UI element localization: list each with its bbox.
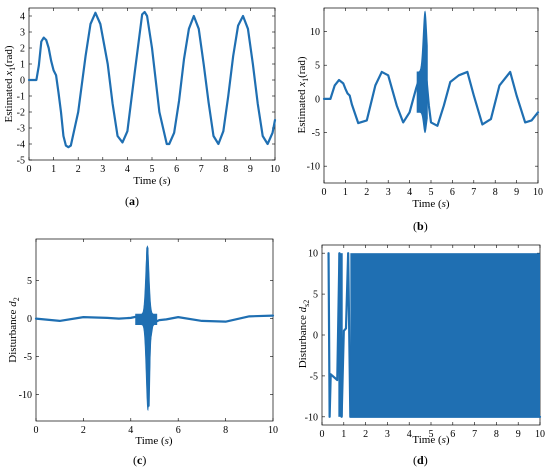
x-tick-label-a: 4 (125, 164, 130, 175)
xlabel-b: Time (s) (412, 198, 450, 210)
caption-b: (b) (413, 219, 428, 233)
switching-band-early-d (338, 253, 343, 417)
y-tick-label-b: 5 (315, 61, 320, 72)
x-tick-label-b: 6 (450, 187, 455, 198)
x-tick-label-d: 8 (494, 429, 499, 440)
x-tick-label-c: 2 (81, 425, 86, 436)
series-line-c (34, 247, 275, 407)
x-tick-label-b: 10 (533, 187, 543, 198)
panel-a: Estimated x1(rad) Time (s) (a) 0 1 2 3 4 5 6 7 8… (3, 7, 280, 208)
ylabel-d: Disturbance ds2 (297, 300, 311, 369)
x-tick-label-b: 4 (407, 187, 412, 198)
y-tick-label-a: 0 (20, 76, 25, 87)
series-line-d (327, 252, 542, 418)
y-tick-label-c: -10 (19, 390, 32, 401)
y-tick-label-a: -1 (17, 92, 25, 103)
series-line-a (27, 10, 277, 149)
x-tick-label-d: 5 (429, 429, 434, 440)
y-tick-label-c: 5 (27, 276, 32, 287)
x-tick-label-c: 6 (176, 425, 181, 436)
x-tick-label-a: 1 (51, 164, 56, 175)
x-tick-label-d: 4 (407, 429, 412, 440)
ylabel-a: Estimated x1(rad) (3, 45, 17, 122)
x-tick-label-b: 0 (322, 187, 327, 198)
x-tick-label-d: 7 (472, 429, 477, 440)
series-line-b (322, 64, 540, 127)
x-tick-label-d: 0 (320, 429, 325, 440)
y-tick-label-a: 2 (20, 44, 25, 55)
y-tick-label-a: 1 (20, 60, 25, 71)
x-tick-label-a: 7 (199, 164, 204, 175)
x-tick-label-a: 6 (174, 164, 179, 175)
y-tick-label-a: 4 (20, 12, 25, 23)
ylabel-b: Estimated x1(rad) (296, 56, 310, 133)
x-tick-label-b: 8 (493, 187, 498, 198)
ylabel-c: Disturbance d2 (7, 297, 21, 362)
x-tick-label-b: 5 (429, 187, 434, 198)
x-tick-label-b: 9 (514, 187, 519, 198)
y-tick-label-a: -5 (17, 156, 25, 167)
x-tick-label-b: 2 (364, 187, 369, 198)
caption-c: (c) (133, 453, 146, 467)
y-tick-label-b: 10 (310, 27, 320, 38)
panel-d: Disturbance ds2 Time (s) (d) 0 1 2 3 4 5 6 7 8 9 1… (297, 244, 545, 467)
oscillation-band-c (135, 245, 158, 412)
x-tick-label-a: 5 (150, 164, 155, 175)
y-tick-label-d: 0 (313, 331, 318, 342)
panel-b: Estimated x1(rad) Time (s) (b) 0 1 2 3 4 5 6 7 8… (296, 7, 543, 233)
x-tick-label-c: 4 (128, 425, 133, 436)
axes-frame-c (35, 238, 274, 422)
x-tick-label-d: 9 (516, 429, 521, 440)
x-tick-label-a: 10 (270, 164, 280, 175)
x-tick-label-a: 8 (223, 164, 228, 175)
x-tick-label-d: 10 (535, 429, 545, 440)
y-tick-label-d: -5 (310, 371, 318, 382)
x-tick-label-c: 0 (34, 425, 39, 436)
y-tick-label-b: -5 (312, 128, 320, 139)
x-tick-label-b: 7 (471, 187, 476, 198)
axes-frame-b (323, 7, 539, 184)
y-tick-label-a: 3 (20, 28, 25, 39)
x-tick-label-d: 6 (450, 429, 455, 440)
oscillation-band-b (416, 10, 428, 134)
x-tick-label-a: 9 (248, 164, 253, 175)
x-tick-label-d: 2 (363, 429, 368, 440)
x-tick-label-c: 8 (223, 425, 228, 436)
y-tick-label-b: 0 (315, 94, 320, 105)
y-tick-label-c: 0 (27, 314, 32, 325)
x-tick-label-d: 3 (385, 429, 390, 440)
y-tick-label-c: -5 (24, 352, 32, 363)
y-tick-label-a: -3 (17, 124, 25, 135)
xlabel-d: Time (s) (412, 434, 450, 446)
y-tick-label-a: -4 (17, 140, 25, 151)
y-tick-label-d: 10 (308, 249, 318, 260)
y-tick-label-d: -10 (305, 412, 318, 423)
y-tick-label-a: -2 (17, 108, 25, 119)
panel-c: Disturbance d2 Time (s) (c) 0 2 4 6 8 10 -10 -5… (7, 238, 278, 467)
x-tick-label-b: 3 (386, 187, 391, 198)
x-tick-label-b: 1 (343, 187, 348, 198)
y-tick-label-b: -10 (307, 162, 320, 173)
switching-band-d (350, 253, 540, 417)
x-tick-label-d: 1 (341, 429, 346, 440)
y-tick-label-d: 5 (313, 290, 318, 301)
x-tick-label-a: 0 (27, 164, 32, 175)
xlabel-c: Time (s) (135, 435, 173, 447)
x-tick-label-a: 3 (100, 164, 105, 175)
xlabel-a: Time (s) (133, 175, 171, 187)
caption-a: (a) (125, 194, 139, 208)
x-tick-label-a: 2 (76, 164, 81, 175)
x-tick-label-c: 10 (268, 425, 278, 436)
caption-d: (d) (413, 453, 428, 467)
